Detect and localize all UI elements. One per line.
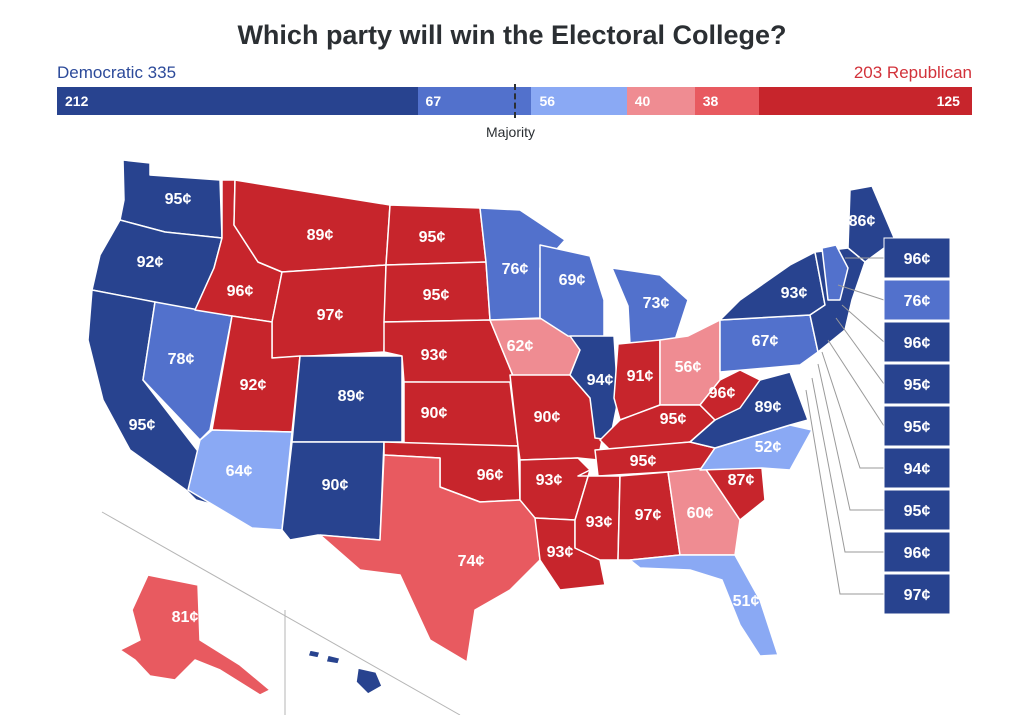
state-NY[interactable] — [719, 251, 826, 321]
state-label-CA: 95¢ — [129, 417, 156, 434]
state-label-AR: 93¢ — [536, 472, 563, 489]
state-label-AZ: 64¢ — [226, 463, 253, 480]
ne-state-box-label: 95¢ — [904, 419, 931, 436]
state-label-OR: 92¢ — [137, 254, 164, 271]
state-label-GA: 60¢ — [687, 505, 714, 522]
state-label-UT: 92¢ — [240, 377, 267, 394]
state-label-TN: 95¢ — [630, 453, 657, 470]
ne-state-box-label: 76¢ — [904, 293, 931, 310]
state-FL[interactable] — [629, 554, 779, 657]
state-label-MO: 90¢ — [534, 409, 561, 426]
state-HI-small — [307, 649, 321, 659]
state-label-CO: 89¢ — [338, 388, 365, 405]
state-label-MS: 93¢ — [586, 514, 613, 531]
majority-line — [514, 84, 516, 118]
ne-state-box[interactable] — [883, 237, 951, 279]
ne-state-box[interactable] — [883, 363, 951, 405]
majority-label: Majority — [486, 124, 536, 140]
state-label-WI: 69¢ — [559, 272, 586, 289]
page-title: Which party will win the Electoral Colle… — [237, 20, 787, 50]
state-label-MN: 76¢ — [502, 261, 529, 278]
inset-divider-line — [101, 511, 461, 715]
state-AK[interactable] — [119, 574, 271, 696]
state-HI-small-2 — [325, 654, 341, 665]
state-label-WA: 95¢ — [165, 191, 192, 208]
ne-state-box-label: 96¢ — [904, 251, 931, 268]
ne-state-box[interactable] — [883, 321, 951, 363]
state-label-ND: 95¢ — [419, 229, 446, 246]
republican-total-label: 203 Republican — [853, 63, 972, 82]
state-label-LA: 93¢ — [547, 544, 574, 561]
state-GA[interactable] — [667, 467, 741, 556]
state-TX[interactable] — [319, 454, 541, 663]
electoral-vote-bar: 212 67 56 40 38 125 — [57, 87, 972, 115]
ne-state-box[interactable] — [883, 405, 951, 447]
state-label-TX: 74¢ — [458, 553, 485, 570]
state-label-OH: 56¢ — [675, 359, 702, 376]
state-label-PA: 67¢ — [752, 333, 779, 350]
state-label-AK: 81¢ — [172, 609, 199, 626]
state-label-KS: 90¢ — [421, 405, 448, 422]
bar-segment-safe-rep: 125 — [759, 87, 972, 115]
ne-state-box-label: 96¢ — [904, 545, 931, 562]
state-label-OK: 96¢ — [477, 467, 504, 484]
state-WV[interactable] — [699, 369, 761, 421]
state-label-SD: 95¢ — [423, 287, 450, 304]
bar-segment-likely-rep: 38 — [694, 87, 760, 115]
state-label-NY: 93¢ — [781, 285, 808, 302]
state-label-IN: 91¢ — [627, 368, 654, 385]
ne-leader-lines — [805, 257, 885, 595]
state-MT[interactable] — [233, 179, 391, 273]
bar-segment-likely-dem: 67 — [417, 87, 532, 115]
democratic-total-label: Democratic 335 — [57, 63, 177, 82]
state-label-NM: 90¢ — [322, 477, 349, 494]
state-label-FL: 51¢ — [733, 593, 760, 610]
bar-segment-lean-rep: 40 — [626, 87, 695, 115]
ne-state-box-label: 95¢ — [904, 503, 931, 520]
ne-state-box[interactable] — [883, 573, 951, 615]
state-label-MT: 89¢ — [307, 227, 334, 244]
ne-state-box[interactable] — [883, 447, 951, 489]
state-label-NV: 78¢ — [168, 351, 195, 368]
ne-state-box[interactable] — [883, 279, 951, 321]
state-IL[interactable] — [569, 335, 619, 441]
state-label-IA: 62¢ — [507, 338, 534, 355]
ne-state-box-label: 96¢ — [904, 335, 931, 352]
state-label-IL: 94¢ — [587, 372, 614, 389]
state-label-MI: 73¢ — [643, 295, 670, 312]
ne-state-box[interactable] — [883, 531, 951, 573]
state-label-SC: 87¢ — [728, 472, 755, 489]
state-label-KY: 95¢ — [660, 411, 687, 428]
state-label-ME: 86¢ — [849, 213, 876, 230]
ne-state-box-label: 94¢ — [904, 461, 931, 478]
state-WY[interactable] — [271, 264, 387, 359]
bar-segment-safe-dem: 212 — [57, 87, 418, 115]
bar-segment-lean-dem: 56 — [531, 87, 627, 115]
state-ME[interactable] — [847, 185, 896, 263]
state-label-NE: 93¢ — [421, 347, 448, 364]
state-label-ID: 96¢ — [227, 283, 254, 300]
northeast-boxes: 96¢ 76¢ 96¢ 95¢ 95¢ 94¢ 95¢ 96¢ 97¢ — [883, 237, 951, 615]
state-label-WY: 97¢ — [317, 307, 344, 324]
ne-state-box-label: 97¢ — [904, 587, 931, 604]
state-label-VA: 89¢ — [755, 399, 782, 416]
state-HI[interactable] — [355, 667, 383, 695]
ne-state-box-label: 95¢ — [904, 377, 931, 394]
ne-state-box[interactable] — [883, 489, 951, 531]
state-label-WV: 96¢ — [709, 385, 736, 402]
state-label-NC: 52¢ — [755, 439, 782, 456]
state-AZ[interactable] — [187, 429, 293, 531]
state-label-AL: 97¢ — [635, 507, 662, 524]
